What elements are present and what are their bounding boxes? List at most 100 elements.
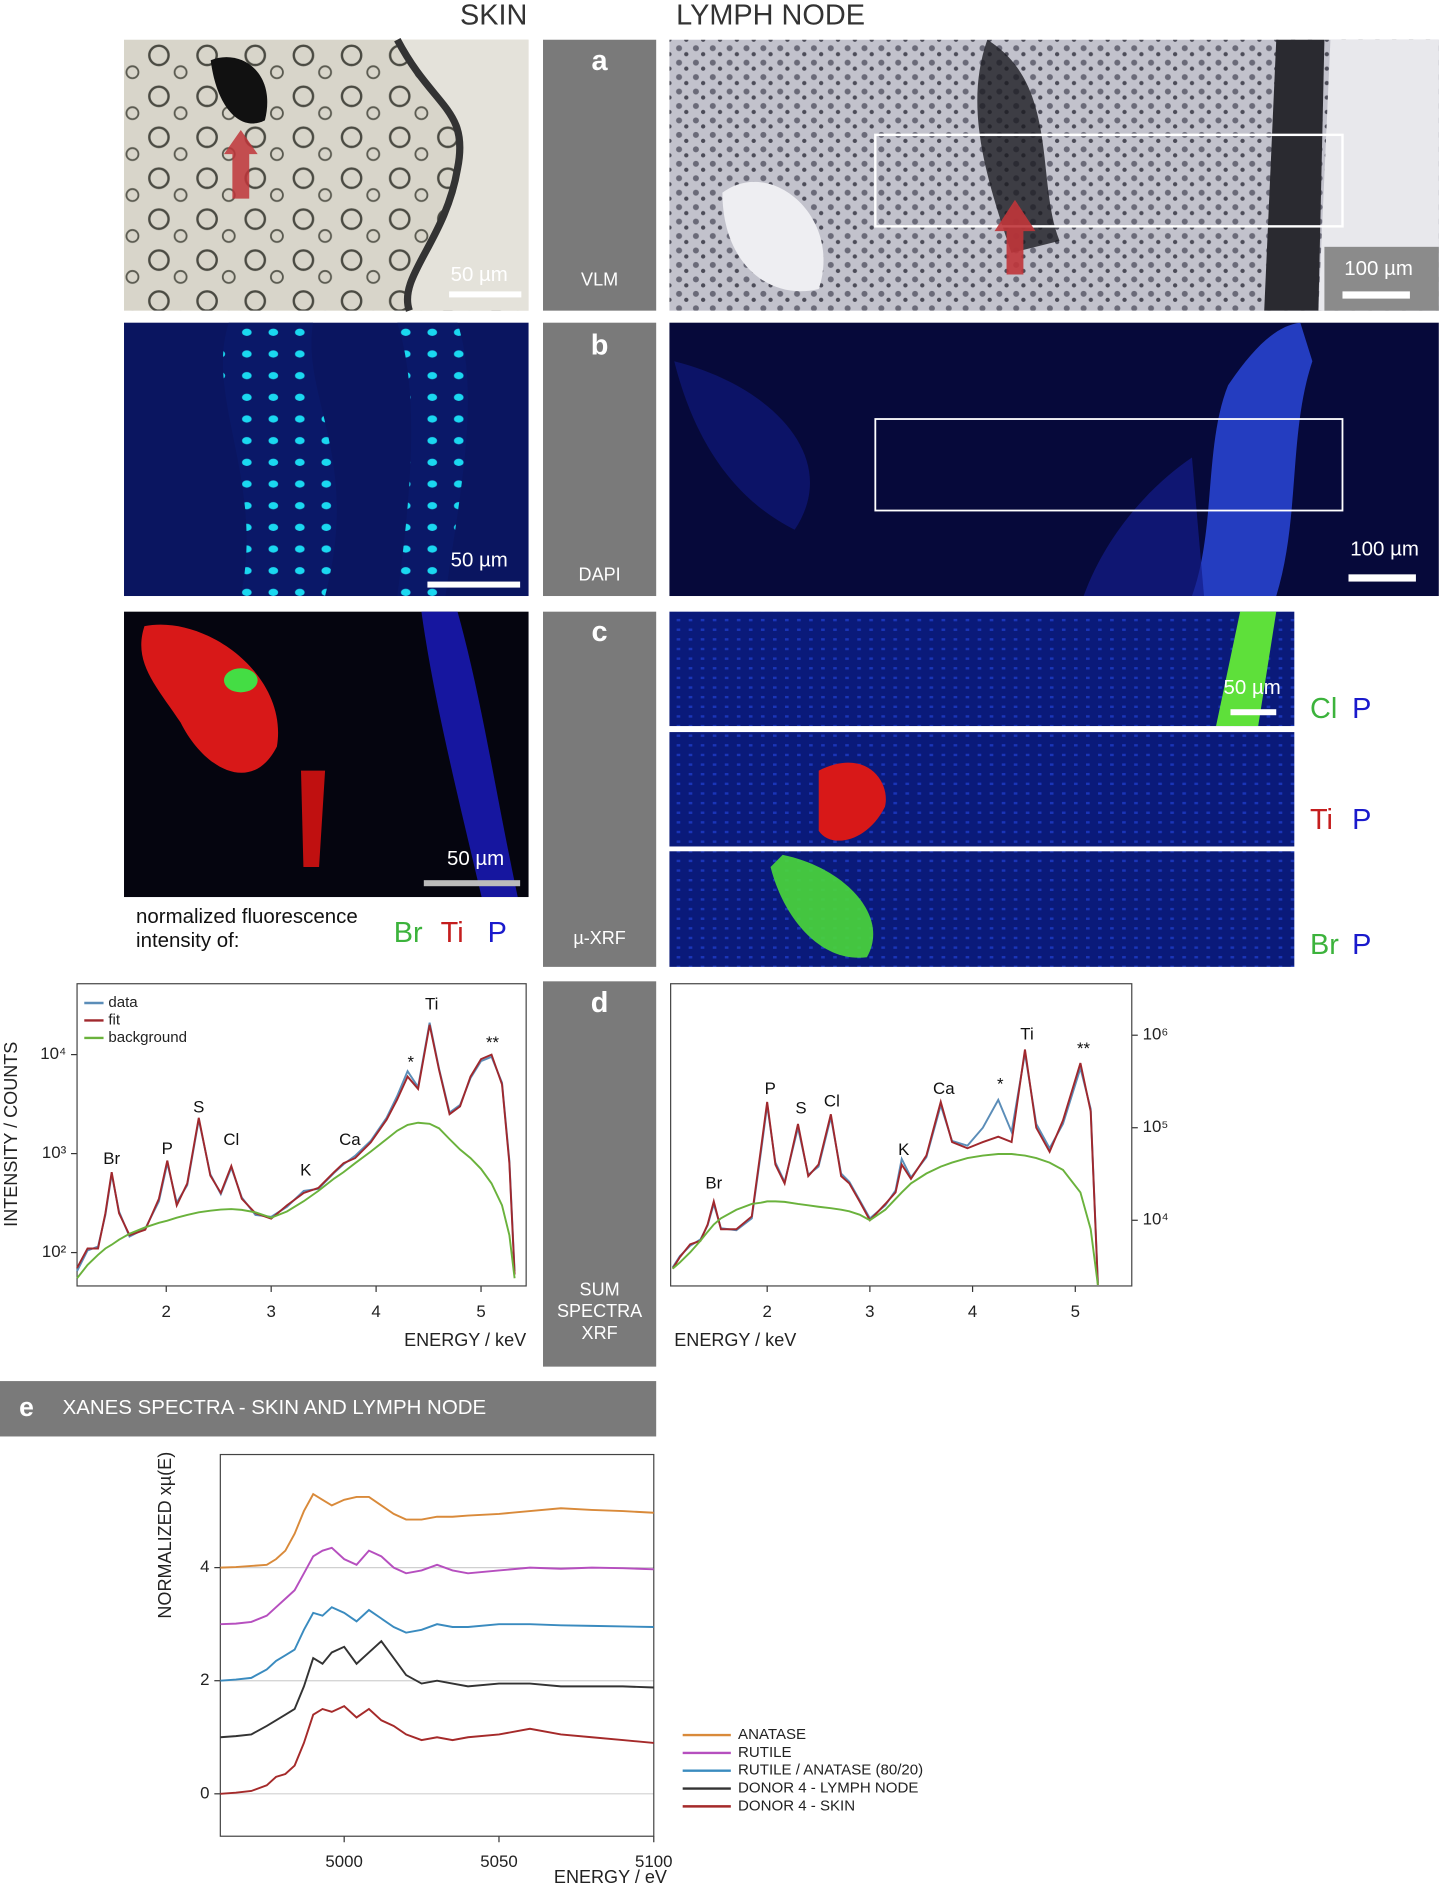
- row-method: DAPI: [579, 564, 621, 584]
- plot-frame: [670, 983, 1133, 1287]
- scale-bar-label: 50 µm: [1224, 676, 1281, 699]
- map-element-label: P: [1352, 804, 1371, 836]
- legend-element: Br: [394, 917, 423, 949]
- panel-title: XANES SPECTRA - SKIN AND LYMPH NODE: [63, 1396, 487, 1419]
- series-line: [220, 1705, 654, 1795]
- peak-label: *: [997, 1074, 1004, 1093]
- row-method: SUM: [580, 1280, 620, 1300]
- dapi-lymph-image: 100 µm: [669, 322, 1439, 597]
- xrf-lymph-maps: 50 µm: [669, 611, 1295, 967]
- peak-label: **: [486, 1033, 500, 1052]
- row-strip: [543, 322, 657, 597]
- series-line: [220, 1639, 654, 1739]
- x-tick-label: 5100: [635, 1852, 672, 1871]
- series-line: [220, 1546, 654, 1626]
- legend-label: DONOR 4 - SKIN: [738, 1797, 855, 1814]
- column-header: LYMPH NODE: [676, 0, 865, 31]
- scale-bar-label: 50 µm: [451, 263, 508, 286]
- row-method: SPECTRA: [557, 1301, 642, 1321]
- y-tick-label: 0: [200, 1783, 209, 1802]
- x-axis-label: ENERGY / eV: [554, 1867, 667, 1887]
- y-tick-label: 10⁴: [1143, 1210, 1169, 1229]
- y-tick-label: 10⁵: [1143, 1117, 1169, 1136]
- series-line: [671, 1049, 1099, 1285]
- plot-frame: [219, 1453, 655, 1837]
- peak-label: Cl: [824, 1091, 840, 1110]
- series-line: [220, 1492, 654, 1569]
- peak-label: S: [193, 1097, 204, 1116]
- row-label: d: [591, 987, 609, 1019]
- map-element-label: P: [1352, 693, 1371, 725]
- legend-label: background: [108, 1029, 187, 1046]
- peak-label: **: [1077, 1039, 1091, 1058]
- legend-caption: intensity of:: [136, 929, 239, 952]
- legend-element: Ti: [441, 917, 464, 949]
- scale-bar-label: 100 µm: [1350, 538, 1419, 561]
- series-line: [76, 1121, 516, 1279]
- y-axis-label: INTENSITY / COUNTS: [1, 1042, 21, 1227]
- legend-label: data: [108, 994, 138, 1011]
- x-axis-label: ENERGY / keV: [674, 1330, 796, 1350]
- row-label: b: [591, 329, 609, 361]
- series-line: [76, 1024, 516, 1275]
- y-tick-label: 10³: [42, 1143, 67, 1162]
- y-tick-label: 10⁴: [40, 1044, 66, 1063]
- y-tick-label: 2: [200, 1670, 209, 1689]
- series-line: [76, 1022, 516, 1272]
- y-axis-label: NORMALIZED xµ(E): [155, 1452, 175, 1619]
- vlm-lymph-image: 100 µm: [669, 39, 1439, 311]
- x-tick-label: 5050: [480, 1852, 517, 1871]
- legend-label: ANATASE: [738, 1726, 806, 1743]
- peak-label: P: [162, 1139, 173, 1158]
- peak-label: Ti: [1020, 1025, 1033, 1044]
- x-tick-label: 5000: [325, 1852, 362, 1871]
- peak-label: S: [795, 1098, 806, 1117]
- row-strip: [543, 981, 657, 1367]
- scale-bar-label: 100 µm: [1344, 257, 1413, 280]
- row-label: c: [592, 616, 608, 648]
- dapi-skin-image: 50 µm: [124, 322, 529, 597]
- peak-label: P: [765, 1079, 776, 1098]
- plot-frame: [76, 983, 527, 1287]
- scale-bar-label: 50 µm: [447, 847, 504, 870]
- y-tick-label: 10²: [42, 1242, 67, 1261]
- y-tick-label: 10⁶: [1143, 1025, 1169, 1044]
- column-header: SKIN: [460, 0, 527, 31]
- row-method: VLM: [581, 269, 618, 289]
- vlm-skin-image: 50 µm: [124, 38, 529, 312]
- xrf-skin-image: 50 µm: [124, 611, 529, 898]
- legend-label: fit: [108, 1011, 121, 1028]
- map-element-label: Br: [1310, 929, 1339, 961]
- row-strip: [543, 39, 657, 311]
- legend-element: P: [488, 917, 507, 949]
- peak-label: K: [300, 1160, 312, 1179]
- peak-label: Br: [705, 1174, 722, 1193]
- x-tick-label: 2: [762, 1302, 771, 1321]
- legend-label: RUTILE: [738, 1744, 792, 1761]
- map-element-label: P: [1352, 929, 1371, 961]
- peak-label: Br: [103, 1149, 120, 1168]
- peak-label: Ca: [933, 1079, 955, 1098]
- peak-label: Ti: [425, 995, 438, 1014]
- peak-label: K: [898, 1140, 910, 1159]
- peak-label: Ca: [339, 1130, 361, 1149]
- legend-label: RUTILE / ANATASE (80/20): [738, 1762, 923, 1779]
- panel-label: e: [19, 1392, 34, 1422]
- x-tick-label: 3: [865, 1302, 874, 1321]
- row-strip: [543, 611, 657, 967]
- series-line: [672, 1153, 1099, 1286]
- y-tick-label: 4: [200, 1557, 209, 1576]
- legend-caption: normalized fluorescence: [136, 905, 358, 928]
- legend-label: DONOR 4 - LYMPH NODE: [738, 1780, 918, 1797]
- x-tick-label: 4: [968, 1302, 977, 1321]
- row-method: XRF: [582, 1323, 618, 1343]
- x-tick-label: 5: [1071, 1302, 1080, 1321]
- map-element-label: Cl: [1310, 693, 1337, 725]
- x-tick-label: 2: [162, 1302, 171, 1321]
- scale-bar-label: 50 µm: [451, 549, 508, 572]
- x-tick-label: 5: [476, 1302, 485, 1321]
- x-tick-label: 3: [266, 1302, 275, 1321]
- series-line: [671, 1052, 1099, 1284]
- peak-label: Cl: [223, 1130, 239, 1149]
